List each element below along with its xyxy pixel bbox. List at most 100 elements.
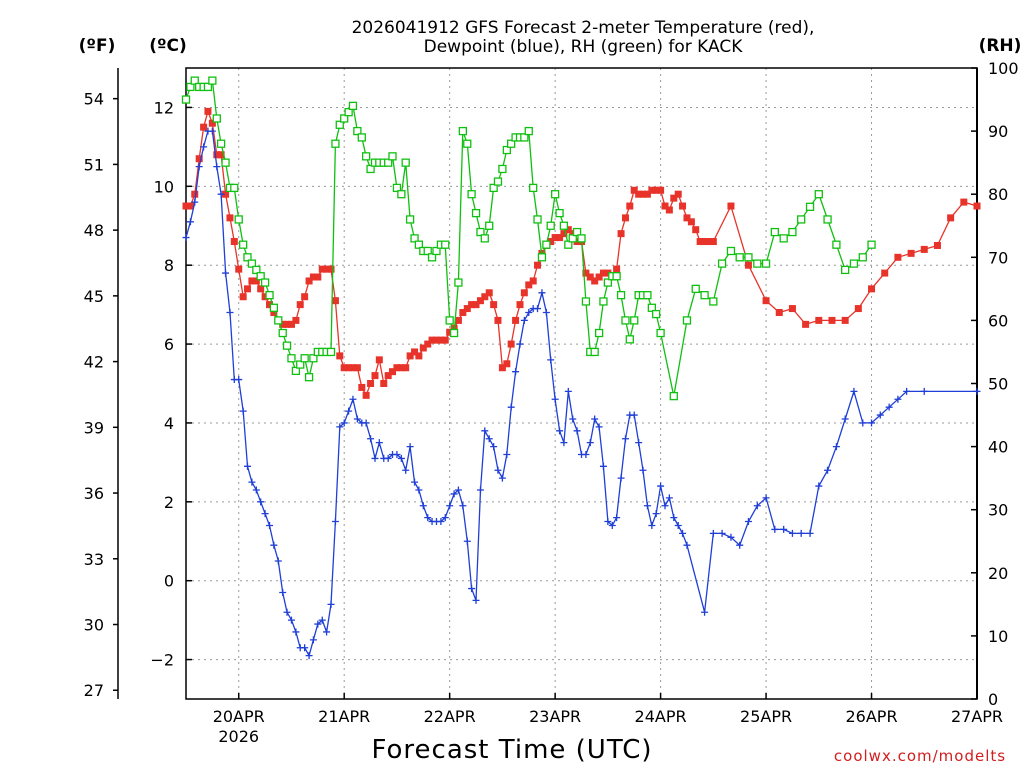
temperature-point xyxy=(665,206,673,214)
rh-tick-label: 100 xyxy=(988,59,1019,78)
dewpoint-point xyxy=(301,644,309,652)
fahrenheit-tick-label: 36 xyxy=(84,484,104,503)
rh-point xyxy=(326,347,336,357)
temperature-point xyxy=(828,316,836,324)
rh-tick-label: 40 xyxy=(988,438,1008,457)
temperature-point xyxy=(643,190,651,198)
series-relative-humidity xyxy=(181,76,876,401)
temperature-point xyxy=(639,190,647,198)
rh-point xyxy=(621,316,630,325)
dewpoint-point xyxy=(569,415,577,423)
temperature-point xyxy=(507,340,515,348)
rh-point xyxy=(454,278,463,287)
temperature-point xyxy=(476,297,484,305)
rh-point xyxy=(366,164,375,174)
temperature-point xyxy=(626,202,634,210)
rh-tick-label: 90 xyxy=(988,122,1008,141)
dewpoint-point xyxy=(305,652,313,660)
dewpoint-point xyxy=(415,486,423,494)
dewpoint-point xyxy=(424,514,432,522)
rh-point xyxy=(568,234,577,243)
dewpoint-point xyxy=(490,443,498,451)
temperature-point xyxy=(406,352,414,360)
temperature-point xyxy=(529,277,537,285)
dewpoint-point xyxy=(599,462,607,470)
temperature-point xyxy=(266,301,274,309)
dewpoint-point xyxy=(903,387,911,395)
temperature-point xyxy=(235,265,243,273)
dewpoint-point xyxy=(744,518,752,526)
rh-point xyxy=(216,139,226,148)
dewpoint-point xyxy=(195,163,203,171)
temperature-point xyxy=(868,285,876,293)
temperature-point xyxy=(692,226,700,234)
dewpoint-point xyxy=(736,541,744,549)
dewpoint-point xyxy=(894,395,902,403)
rh-point xyxy=(625,335,634,344)
temperature-point xyxy=(362,391,370,399)
dewpoint-point xyxy=(261,510,269,518)
temperature-point xyxy=(512,316,520,324)
fahrenheit-unit-label: (ºF) xyxy=(79,36,116,56)
rh-point xyxy=(239,240,248,249)
dewpoint-point xyxy=(582,450,590,458)
dewpoint-point xyxy=(771,525,779,533)
temperature-point xyxy=(441,336,449,344)
temperature-point xyxy=(635,190,643,198)
rh-point xyxy=(384,158,393,167)
temperature-point xyxy=(762,297,770,305)
rh-point xyxy=(471,208,481,218)
dewpoint-point xyxy=(318,616,326,624)
temperature-point xyxy=(432,336,440,344)
dewpoint-point xyxy=(327,600,335,608)
rh-point xyxy=(463,139,472,148)
temperature-point xyxy=(463,305,471,313)
temperature-point xyxy=(353,364,361,372)
temperature-point xyxy=(657,186,665,194)
dewpoint-point xyxy=(679,529,687,537)
dewpoint-point xyxy=(591,415,599,423)
rh-point xyxy=(256,272,265,281)
dewpoint-point xyxy=(665,494,673,502)
rh-point xyxy=(274,316,283,325)
rh-point xyxy=(700,291,709,300)
temperature-point xyxy=(595,273,603,281)
temperature-point xyxy=(204,107,212,115)
temperature-point xyxy=(239,293,247,301)
celsius-tick-label: 8 xyxy=(164,256,174,275)
dewpoint-point xyxy=(340,419,348,427)
dewpoint-point xyxy=(454,486,462,494)
temperature-point xyxy=(217,151,225,159)
temperature-point xyxy=(947,214,955,222)
rh-point xyxy=(656,328,665,338)
rh-point xyxy=(190,76,199,85)
dewpoint-point xyxy=(657,482,665,490)
temperature-point xyxy=(191,190,199,198)
temperature-point xyxy=(933,241,941,249)
temperature-point xyxy=(213,151,221,159)
rh-point xyxy=(823,215,832,224)
rh-point xyxy=(282,341,292,350)
chart-title-line1: 2026041912 GFS Forecast 2-meter Temperat… xyxy=(352,18,815,38)
x-year-label: 2026 xyxy=(218,727,259,746)
rh-point xyxy=(221,158,230,167)
rh-point xyxy=(529,183,538,193)
dewpoint-point xyxy=(630,411,638,419)
rh-point xyxy=(181,95,191,104)
dewpoint-point xyxy=(450,490,458,498)
rh-point xyxy=(230,183,239,193)
celsius-tick-label: 10 xyxy=(154,177,174,196)
dewpoint-point xyxy=(670,514,678,522)
dewpoint-point xyxy=(617,474,625,482)
dewpoint-point xyxy=(727,533,735,541)
rh-point xyxy=(449,328,459,338)
rh-point xyxy=(753,259,762,268)
dewpoint-point xyxy=(274,557,282,565)
dewpoint-point xyxy=(353,415,361,423)
temperature-point xyxy=(340,364,348,372)
celsius-tick-label: 0 xyxy=(164,572,174,591)
rh-point xyxy=(616,291,626,300)
temperature-point xyxy=(788,305,796,313)
dewpoint-point xyxy=(235,376,243,384)
temperature-point xyxy=(617,230,625,238)
